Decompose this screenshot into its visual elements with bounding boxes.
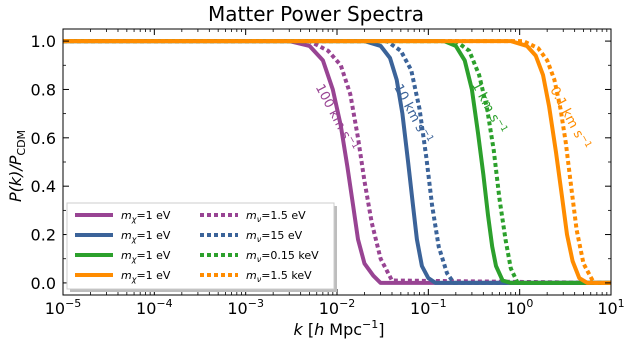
series-line-4 <box>63 39 611 285</box>
y-tick-label: 0.6 <box>31 129 56 148</box>
legend-label: mν=15 eV <box>246 229 303 244</box>
series-line-5 <box>63 39 611 285</box>
legend-label: mν=1.5 eV <box>246 209 306 224</box>
x-tick-label: 10−2 <box>319 297 356 318</box>
legend-label: mχ=1 eV <box>121 269 171 284</box>
series-line-8 <box>63 39 611 285</box>
chart-title: Matter Power Spectra <box>208 2 424 26</box>
series-line-6 <box>63 39 611 285</box>
x-tick-label: 10−5 <box>45 297 82 318</box>
y-tick-label: 0.8 <box>31 80 56 99</box>
y-tick-label: 0.0 <box>31 274 56 293</box>
series-line-7 <box>63 39 611 285</box>
x-tick-label: 101 <box>597 297 624 318</box>
series-line-3 <box>63 39 611 285</box>
curve-annotation: 100 km s−1 <box>312 81 361 153</box>
y-tick-label: 0.4 <box>31 177 56 196</box>
x-tick-label: 10−1 <box>410 297 447 318</box>
x-axis-label: k [h Mpc−1] <box>293 318 384 339</box>
legend-label: mχ=1 eV <box>121 209 171 224</box>
axes-layer: 10−5 10−4 10−3 10−2 10−1 100 101 0.0 0.2 0.4 0.6 0.… <box>31 29 624 318</box>
y-tick-label: 0.2 <box>31 226 56 245</box>
series-layer <box>63 39 612 285</box>
series-line-1 <box>63 39 611 285</box>
y-axis-label: P(k)/PCDM <box>6 130 28 202</box>
legend: mχ=1 eV mχ=1 eV mχ=1 eV mχ=1 eV mν=1.5 eV mν=… <box>66 202 337 292</box>
legend-label: mν=0.15 keV <box>246 249 319 264</box>
series-line-2 <box>63 39 612 285</box>
x-tick-label: 10−4 <box>136 297 173 318</box>
legend-label: mν=1.5 keV <box>246 269 312 284</box>
x-tick-label: 100 <box>506 297 533 318</box>
y-tick-label: 1.0 <box>31 32 56 51</box>
curve-annotation: 10 km s−1 <box>390 81 435 146</box>
x-tick-label: 10−3 <box>227 297 264 318</box>
legend-label: mχ=1 eV <box>121 249 171 264</box>
legend-label: mχ=1 eV <box>121 229 171 244</box>
